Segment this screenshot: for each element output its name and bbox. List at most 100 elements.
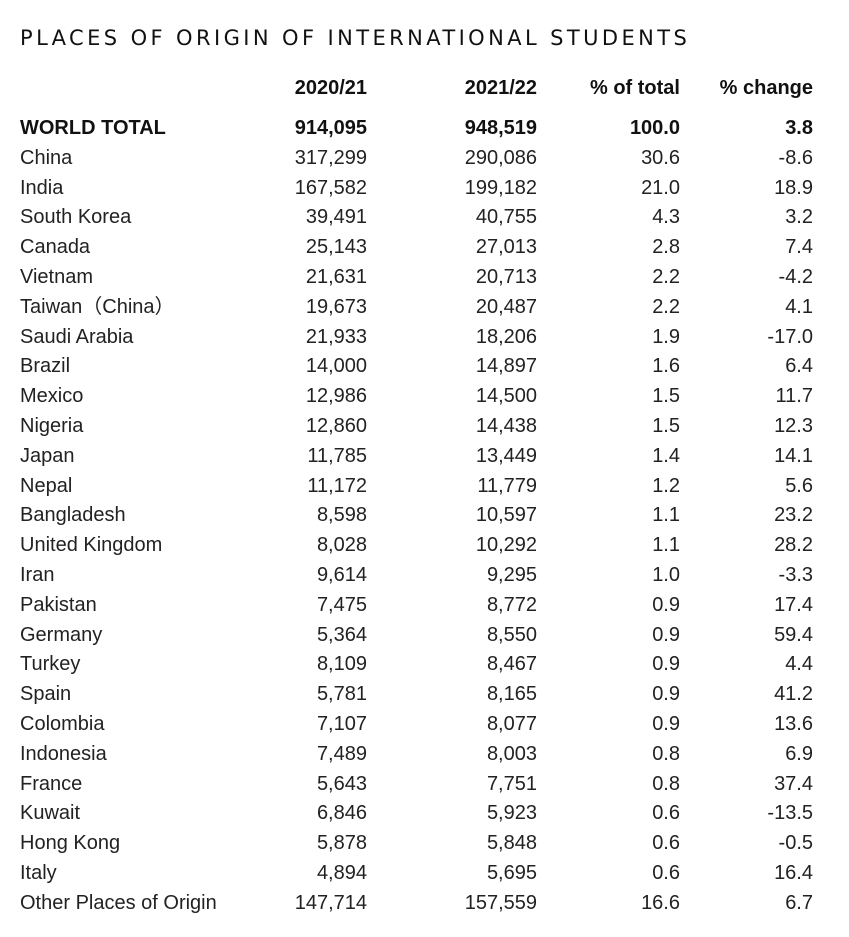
- table-row: India 167,582 199,182 21.0 18.9: [0, 174, 849, 204]
- place-cell: United Kingdom: [20, 534, 163, 557]
- pct-of-total-cell: 1.0: [652, 563, 680, 586]
- value-2020-21-cell: 4,894: [316, 861, 367, 884]
- value-2020-21-cell: 6,846: [316, 802, 367, 825]
- place-cell: Iran: [20, 563, 55, 586]
- pct-of-total-cell: 1.9: [652, 325, 680, 348]
- value-2021-22-cell: 8,003: [486, 742, 537, 765]
- value-2021-22-cell: 20,487: [475, 295, 537, 318]
- pct-change-cell: 6.4: [785, 355, 813, 378]
- value-2020-21-cell: 19,673: [305, 295, 367, 318]
- place-cell: Hong Kong: [20, 832, 121, 855]
- place-cell: Vietnam: [20, 265, 94, 288]
- pct-change-cell: 3.8: [785, 117, 813, 139]
- place-cell: Other Places of Origin: [20, 891, 217, 914]
- pct-of-total-cell: 100.0: [629, 117, 680, 139]
- place-cell: South Korea: [20, 206, 132, 229]
- pct-of-total-cell: 1.4: [652, 444, 680, 467]
- value-2021-22-cell: 157,559: [464, 891, 537, 914]
- value-2020-21-cell: 11,785: [307, 444, 367, 467]
- pct-of-total-cell: 0.9: [652, 653, 680, 676]
- pct-of-total-cell: 30.6: [641, 146, 680, 169]
- place-cell: China: [20, 146, 73, 169]
- pct-of-total-cell: 0.9: [652, 593, 680, 616]
- table-row: Brazil 14,000 14,897 1.6 6.4: [0, 352, 849, 382]
- value-2020-21-cell: 8,598: [316, 504, 367, 527]
- place-cell: Nigeria: [20, 414, 84, 437]
- value-2021-22-cell: 10,597: [475, 504, 537, 527]
- value-2021-22-cell: 5,695: [486, 861, 537, 884]
- table-row: Italy 4,894 5,695 0.6 16.4: [0, 859, 849, 889]
- pct-change-cell: 14.1: [774, 444, 813, 467]
- pct-change-cell: 13.6: [774, 712, 813, 735]
- value-2021-22-cell: 8,467: [486, 653, 537, 676]
- pct-of-total-cell: 0.9: [652, 712, 680, 735]
- place-cell: Pakistan: [20, 593, 97, 616]
- place-cell: Germany: [20, 623, 103, 646]
- place-cell: Canada: [20, 236, 91, 259]
- table-row: Iran 9,614 9,295 1.0 -3.3: [0, 561, 849, 591]
- pct-change-cell: -8.6: [778, 146, 813, 169]
- pct-of-total-cell: 0.8: [652, 742, 680, 765]
- pct-change-cell: 41.2: [774, 683, 813, 706]
- header-pct-of-total: % of total: [590, 77, 680, 99]
- pct-of-total-cell: 21.0: [641, 176, 680, 199]
- value-2021-22-cell: 290,086: [464, 146, 537, 169]
- pct-of-total-cell: 0.9: [652, 623, 680, 646]
- pct-change-cell: 7.4: [785, 236, 813, 259]
- value-2021-22-cell: 9,295: [486, 563, 537, 586]
- value-2020-21-cell: 12,860: [305, 414, 367, 437]
- value-2020-21-cell: 8,028: [316, 534, 367, 557]
- table-row: Canada 25,143 27,013 2.8 7.4: [0, 233, 849, 263]
- value-2021-22-cell: 13,449: [475, 444, 537, 467]
- pct-of-total-cell: 0.6: [652, 832, 680, 855]
- pct-of-total-cell: 1.6: [652, 355, 680, 378]
- pct-of-total-cell: 2.2: [652, 295, 680, 318]
- pct-change-cell: 28.2: [774, 534, 813, 557]
- value-2020-21-cell: 7,475: [316, 593, 367, 616]
- place-cell: Indonesia: [20, 742, 107, 765]
- table-row: Nepal 11,172 11,779 1.2 5.6: [0, 472, 849, 502]
- pct-of-total-cell: 0.8: [652, 772, 680, 795]
- value-2021-22-cell: 5,923: [486, 802, 537, 825]
- pct-of-total-cell: 1.5: [652, 414, 680, 437]
- pct-change-cell: 4.1: [785, 295, 813, 318]
- place-cell: Colombia: [20, 712, 105, 735]
- value-2021-22-cell: 8,550: [486, 623, 537, 646]
- value-2021-22-cell: 18,206: [475, 325, 537, 348]
- pct-change-cell: 3.2: [785, 206, 813, 229]
- place-cell: France: [20, 772, 83, 795]
- header-pct-change: % change: [719, 77, 813, 99]
- value-2020-21-cell: 317,299: [294, 146, 367, 169]
- value-2021-22-cell: 14,897: [475, 355, 537, 378]
- pct-of-total-cell: 0.9: [652, 683, 680, 706]
- value-2020-21-cell: 9,614: [316, 563, 367, 586]
- table-row: Taiwan（China） 19,673 20,487 2.2 4.1: [0, 293, 849, 323]
- table-body: WORLD TOTAL 914,095 948,519 100.0 3.8 China 31…: [0, 114, 849, 919]
- value-2020-21-cell: 25,143: [305, 236, 367, 259]
- place-cell: Bangladesh: [20, 504, 126, 527]
- pct-of-total-cell: 0.6: [652, 861, 680, 884]
- place-cell: WORLD TOTAL: [20, 117, 166, 139]
- pct-change-cell: 17.4: [774, 593, 813, 616]
- table-row: Indonesia 7,489 8,003 0.8 6.9: [0, 740, 849, 770]
- pct-change-cell: 59.4: [774, 623, 813, 646]
- pct-of-total-cell: 1.1: [652, 504, 680, 527]
- pct-change-cell: 11.7: [775, 385, 813, 408]
- pct-change-cell: 4.4: [785, 653, 813, 676]
- value-2020-21-cell: 5,781: [316, 683, 367, 706]
- place-cell: Japan: [20, 444, 75, 467]
- value-2020-21-cell: 5,643: [316, 772, 367, 795]
- pct-change-cell: 23.2: [774, 504, 813, 527]
- value-2020-21-cell: 12,986: [305, 385, 367, 408]
- table-row: China 317,299 290,086 30.6 -8.6: [0, 144, 849, 174]
- table-row: South Korea 39,491 40,755 4.3 3.2: [0, 203, 849, 233]
- value-2020-21-cell: 147,714: [294, 891, 367, 914]
- value-2020-21-cell: 39,491: [305, 206, 367, 229]
- pct-change-cell: -17.0: [767, 325, 813, 348]
- table-row: Vietnam 21,631 20,713 2.2 -4.2: [0, 263, 849, 293]
- pct-change-cell: 12.3: [774, 414, 813, 437]
- table-row: Colombia 7,107 8,077 0.9 13.6: [0, 710, 849, 740]
- pct-of-total-cell: 0.6: [652, 802, 680, 825]
- value-2020-21-cell: 5,878: [316, 832, 367, 855]
- table-row: Spain 5,781 8,165 0.9 41.2: [0, 680, 849, 710]
